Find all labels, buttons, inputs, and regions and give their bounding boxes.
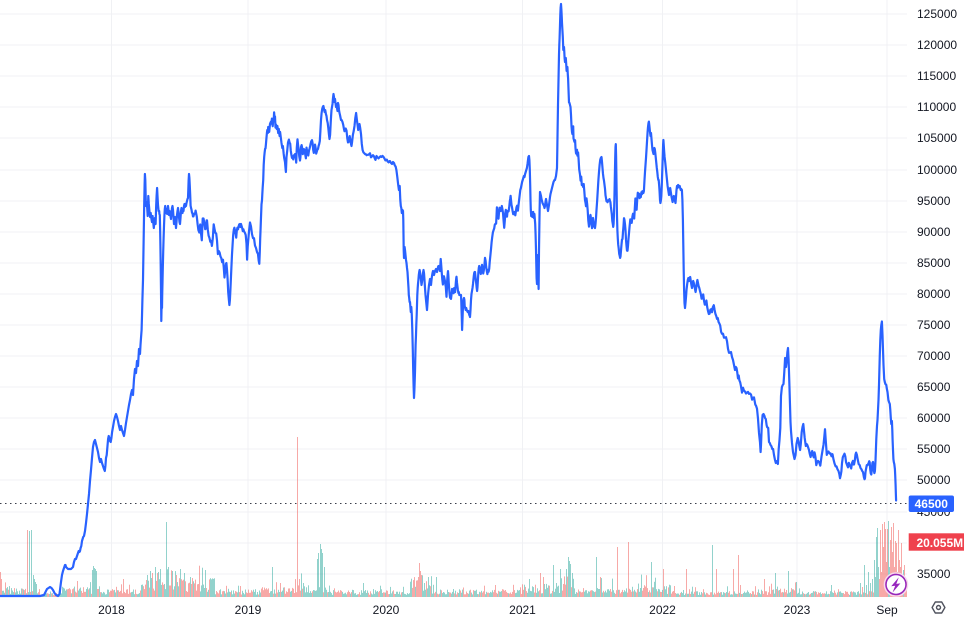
svg-text:80000: 80000 [917, 287, 951, 301]
svg-text:2022: 2022 [649, 603, 676, 617]
svg-text:55000: 55000 [917, 442, 951, 456]
svg-text:85000: 85000 [917, 256, 951, 270]
svg-text:75000: 75000 [917, 318, 951, 332]
svg-text:2019: 2019 [235, 603, 262, 617]
svg-text:35000: 35000 [917, 567, 951, 581]
svg-text:90000: 90000 [917, 225, 951, 239]
svg-text:65000: 65000 [917, 380, 951, 394]
svg-text:20.055M: 20.055M [916, 536, 963, 550]
svg-text:120000: 120000 [917, 38, 957, 52]
svg-text:2021: 2021 [509, 603, 536, 617]
svg-text:46500: 46500 [915, 497, 949, 511]
svg-text:125000: 125000 [917, 7, 957, 21]
svg-text:115000: 115000 [917, 69, 956, 83]
svg-text:110000: 110000 [917, 100, 956, 114]
svg-text:100000: 100000 [917, 163, 957, 177]
svg-text:2018: 2018 [98, 603, 125, 617]
svg-text:2023: 2023 [784, 603, 811, 617]
svg-text:70000: 70000 [917, 349, 951, 363]
svg-text:95000: 95000 [917, 194, 951, 208]
svg-text:60000: 60000 [917, 411, 951, 425]
svg-text:2020: 2020 [373, 603, 400, 617]
svg-text:105000: 105000 [917, 131, 957, 145]
svg-text:Sep: Sep [876, 603, 898, 617]
svg-text:50000: 50000 [917, 473, 951, 487]
